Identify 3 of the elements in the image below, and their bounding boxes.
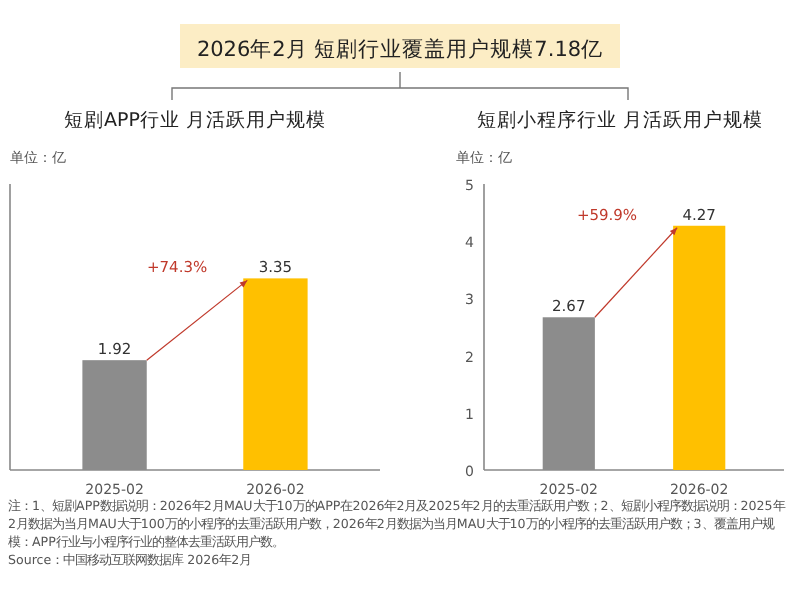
chart-title: 2026年2月 短剧行业覆盖用户规模7.18亿 — [196, 36, 604, 62]
chart-subtitle: 短剧APP行业 月活跃用户规模 — [64, 108, 326, 132]
chart-subtitle: 短剧小程序行业 月活跃用户规模 — [476, 108, 764, 132]
